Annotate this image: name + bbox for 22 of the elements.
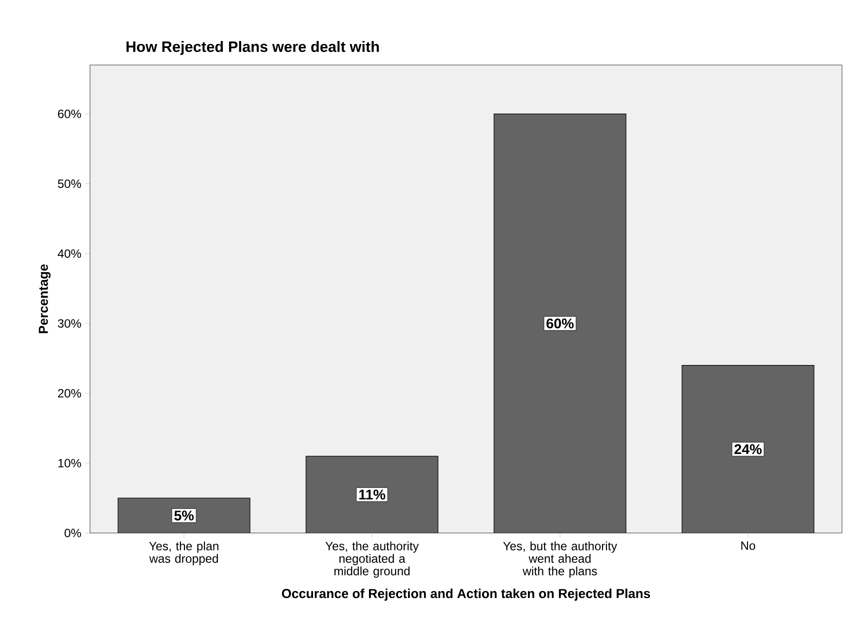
y-tick-label: 40% [58, 249, 82, 258]
x-tick-label: Yes, but the authority went ahead with the plans [503, 542, 618, 578]
x-tick-label: No [741, 542, 756, 550]
chart-title: How Rejected Plans were dealt with [126, 41, 379, 55]
bar [118, 498, 250, 533]
x-axis-title: Occurance of Rejection and Action taken on Rejected Plans [282, 588, 650, 601]
bar [682, 365, 814, 533]
data-label: 5% [174, 510, 194, 520]
data-label: 24% [734, 444, 762, 454]
x-tick-label: Yes, the authority negotiated a middle ground [325, 542, 419, 578]
y-tick-label: 60% [58, 110, 82, 118]
data-label: 60% [546, 318, 574, 328]
y-tick-label: 20% [58, 389, 82, 398]
y-tick-label: 30% [58, 319, 82, 328]
y-tick-label: 10% [58, 458, 82, 468]
data-label: 11% [359, 490, 386, 500]
y-tick-label: 50% [58, 180, 82, 188]
y-axis-title: Percentage [38, 264, 51, 334]
bar [494, 114, 626, 533]
y-tick-label: 0% [64, 528, 82, 538]
x-tick-label: Yes, the plan was dropped [149, 542, 218, 566]
bar [306, 456, 438, 533]
